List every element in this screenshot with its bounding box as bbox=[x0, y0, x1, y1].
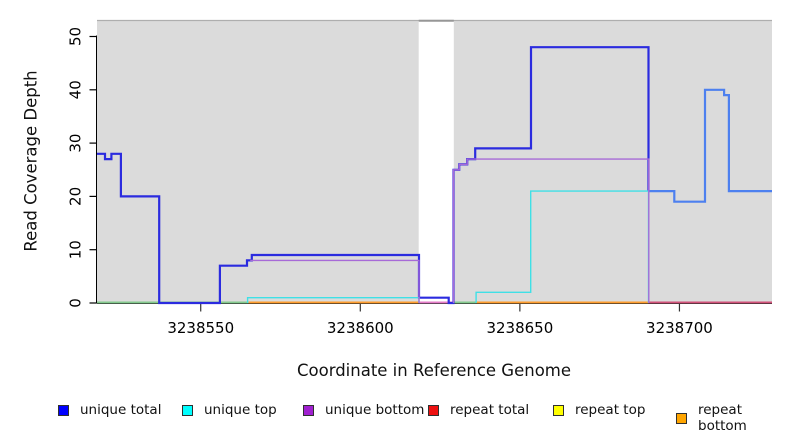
x-axis-title: Coordinate in Reference Genome bbox=[296, 361, 572, 380]
y-tick-label: 30 bbox=[66, 134, 84, 153]
legend-label: unique top bbox=[204, 402, 277, 418]
series-unique-bottom-line bbox=[250, 259, 420, 303]
legend-item-unique-bottom: unique bottom bbox=[303, 402, 424, 418]
y-axis-title: Read Coverage Depth bbox=[21, 70, 41, 252]
legend-label: repeat bottom bbox=[698, 402, 747, 434]
legend-swatch-unique-total bbox=[58, 404, 69, 416]
legend-swatch-repeat-bottom bbox=[676, 412, 687, 424]
x-tick-label: 3238550 bbox=[167, 319, 234, 337]
legend-label: unique bottom bbox=[325, 402, 425, 418]
legend-item-repeat-total: repeat total bbox=[428, 402, 529, 418]
y-tick-label: 10 bbox=[66, 240, 84, 259]
legend-item-repeat-bottom: repeat bottom bbox=[676, 402, 792, 434]
legend-label: unique total bbox=[80, 402, 162, 418]
legend-swatch-unique-bottom bbox=[303, 404, 314, 416]
series-unique-bottom-right-segment-line bbox=[452, 158, 650, 303]
y-tick-label: 20 bbox=[66, 187, 84, 206]
legend-swatch-unique-top bbox=[182, 404, 193, 416]
y-tick-label: 40 bbox=[66, 80, 84, 99]
masked-region bbox=[418, 20, 454, 303]
legend-label: repeat total bbox=[450, 402, 530, 418]
y-tick-label: 0 bbox=[66, 298, 84, 308]
legend-label: repeat top bbox=[575, 402, 646, 418]
legend-item-repeat-top: repeat top bbox=[553, 402, 645, 418]
legend-item-unique-total: unique total bbox=[58, 402, 161, 418]
legend-swatch-repeat-total bbox=[428, 404, 439, 416]
legend-item-unique-top: unique top bbox=[182, 402, 277, 418]
x-tick-label: 3238600 bbox=[327, 319, 394, 337]
series-unique-total-right-segment-line bbox=[648, 88, 772, 203]
y-tick-label: 50 bbox=[66, 27, 84, 46]
legend-swatch-repeat-top bbox=[553, 404, 564, 416]
x-tick-label: 3238650 bbox=[486, 319, 553, 337]
coverage-chart-svg: 0 10 20 30 40 50 3238550 3238600 3238650 3238700 bbox=[66, 19, 772, 337]
x-tick-label: 3238700 bbox=[646, 319, 713, 337]
